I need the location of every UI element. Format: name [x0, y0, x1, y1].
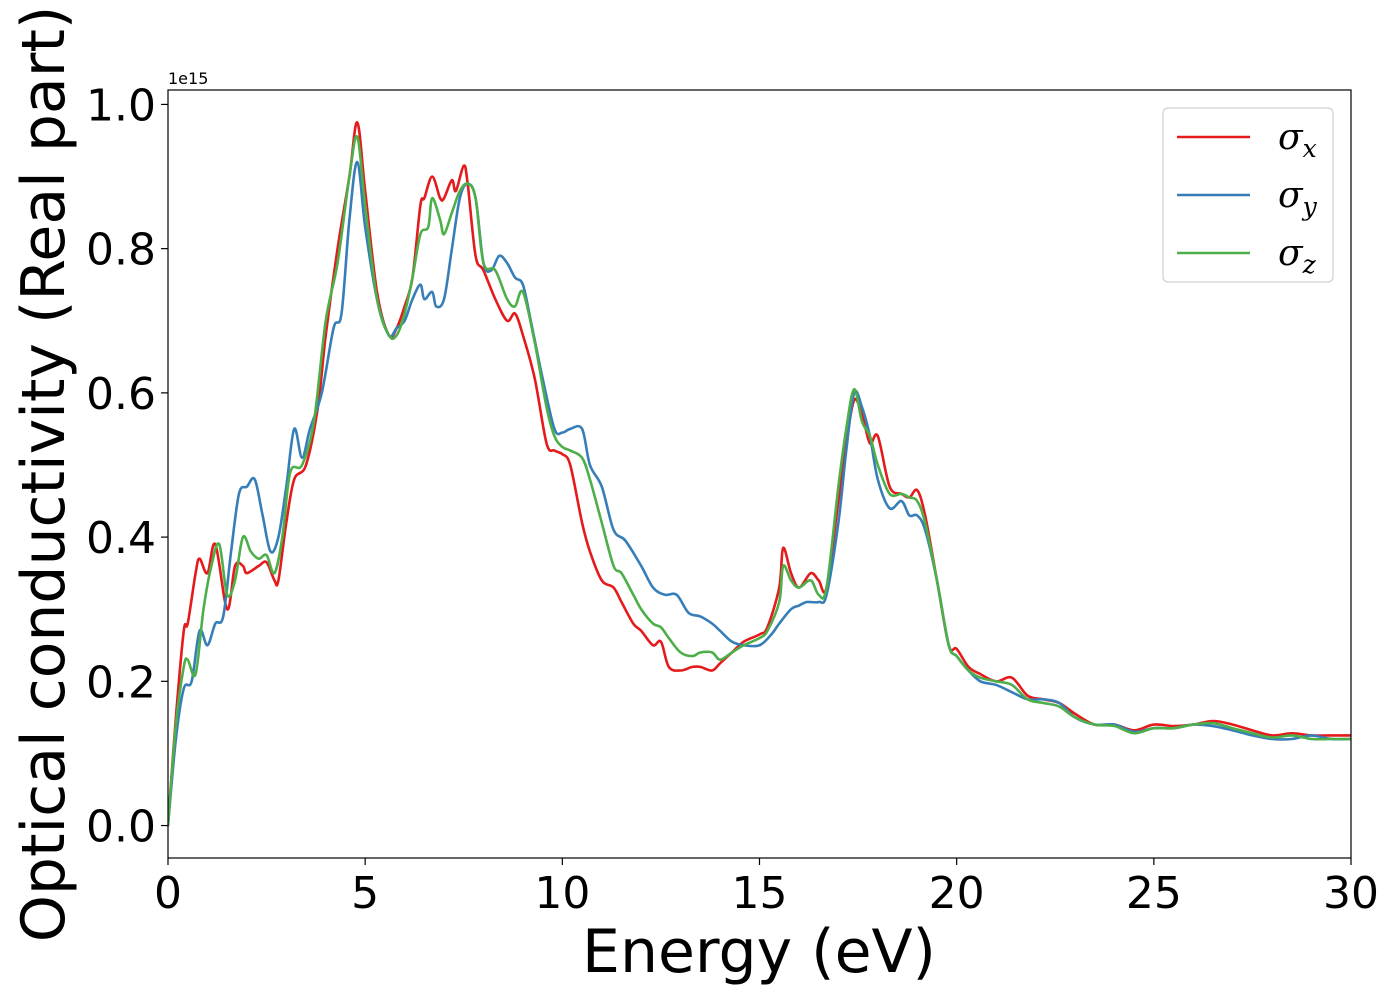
y-tick-label: 0.2 — [86, 657, 156, 708]
x-tick-label: 25 — [1126, 868, 1182, 919]
legend-label-z: σz — [1278, 233, 1317, 279]
y-tick-label: 1.0 — [86, 80, 156, 131]
y-offset-label: 1e15 — [168, 69, 208, 88]
x-tick-label: 20 — [929, 868, 985, 919]
y-tick-label: 0.4 — [86, 513, 156, 564]
legend: σx σy σz — [1162, 107, 1334, 283]
y-tick-label: 0.6 — [86, 369, 156, 420]
x-tick-label: 10 — [534, 868, 590, 919]
series-line-y — [168, 160, 1351, 827]
y-axis-ticks: 0.0 0.2 0.4 0.6 0.8 1.0 — [86, 80, 168, 853]
x-tick-label: 5 — [351, 868, 379, 919]
y-axis-label: Optical conductivity (Real part) — [9, 6, 79, 943]
x-axis-label: Energy (eV) — [582, 917, 936, 987]
legend-label-x: σx — [1278, 117, 1317, 163]
y-tick-label: 0.8 — [86, 225, 156, 276]
x-tick-label: 0 — [154, 868, 182, 919]
x-tick-label: 15 — [732, 868, 788, 919]
y-tick-label: 0.0 — [86, 802, 156, 853]
x-tick-label: 30 — [1323, 868, 1379, 919]
legend-label-y: σy — [1278, 175, 1318, 221]
series-layer — [168, 121, 1351, 827]
x-axis-ticks: 0 5 10 15 20 25 30 — [154, 858, 1379, 919]
series-line-z — [168, 135, 1351, 827]
